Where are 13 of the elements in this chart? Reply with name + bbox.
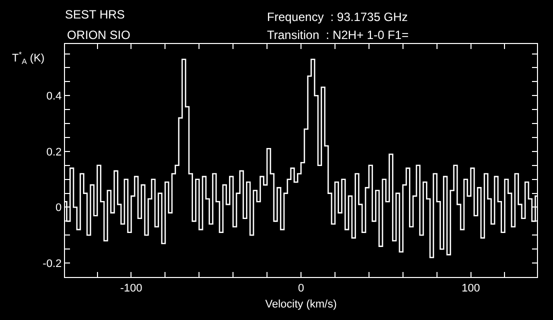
chart-title: SEST HRS	[65, 7, 125, 22]
y-axis-title: T$^{*}$$_{A}$ (K)	[12, 50, 45, 66]
y-tick-label: 0.2	[46, 146, 62, 158]
y-tick-label: 0	[56, 202, 62, 214]
text: Transition : N2H+ 1-0 F1=	[267, 28, 409, 42]
x-axis-title: Velocity (km/s)	[265, 298, 337, 311]
x-tick-label: -100	[120, 282, 142, 294]
x-tick-label: 0	[298, 282, 304, 294]
y-tick-label: 0.4	[46, 90, 62, 102]
x-tick-label: 100	[462, 282, 480, 294]
text: Frequency : 93.1735 GHz	[267, 10, 408, 24]
y-tick-label: -0.2	[42, 258, 62, 270]
chart-subtitle: ORION SIO	[67, 28, 130, 42]
